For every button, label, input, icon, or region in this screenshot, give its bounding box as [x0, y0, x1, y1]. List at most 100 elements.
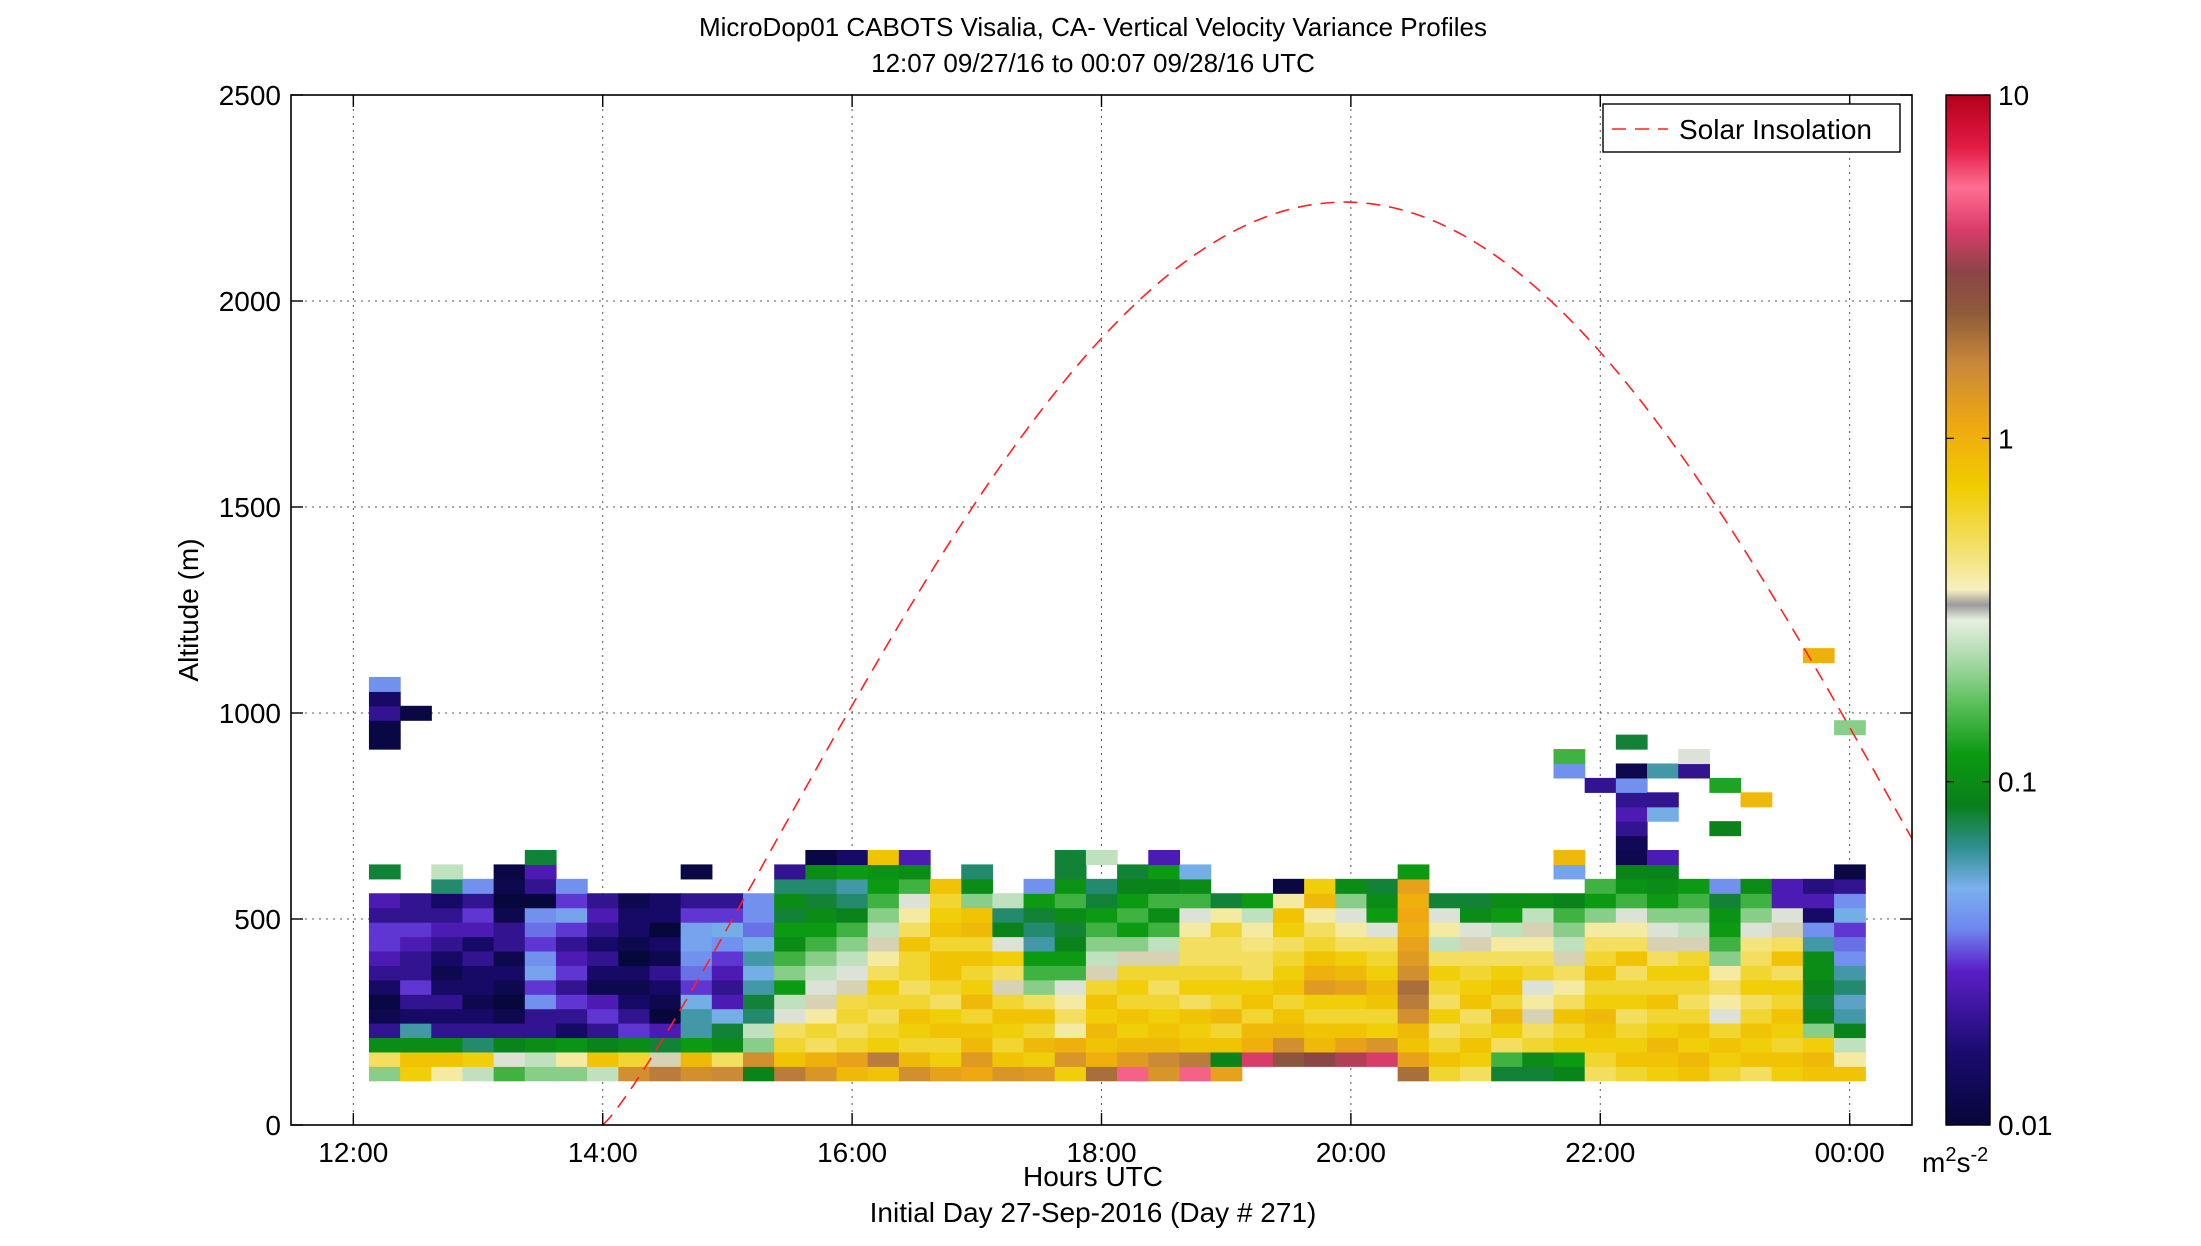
cell-p6-3 — [555, 1023, 588, 1039]
cell-p36-7 — [1491, 965, 1523, 981]
cell-p28-5 — [1241, 979, 1274, 995]
cell-p23-11 — [1085, 907, 1118, 923]
cell-p21-3 — [1023, 1023, 1056, 1039]
cell-p24-5 — [1117, 994, 1149, 1010]
cell-p41-10 — [1647, 922, 1679, 938]
cell-p33-5 — [1397, 994, 1430, 1010]
cell-p36-8 — [1491, 950, 1523, 966]
cell-p19-5 — [961, 994, 993, 1010]
cell-p28-11 — [1241, 893, 1274, 909]
cell-p0-15 — [368, 720, 401, 736]
cell-p20-7 — [992, 965, 1025, 981]
cell-p32-6 — [1366, 965, 1399, 981]
cell-p14-9 — [805, 936, 838, 952]
cell-p12-7 — [743, 965, 775, 981]
cell-p41-17 — [1647, 792, 1679, 808]
cell-p15-5 — [836, 994, 869, 1010]
cell-p14-5 — [805, 994, 838, 1010]
cell-p20-3 — [992, 1023, 1025, 1039]
cell-p22-7 — [1054, 965, 1087, 981]
cell-p29-8 — [1272, 936, 1305, 952]
cell-p0-12 — [368, 893, 401, 909]
cell-p45-8 — [1771, 950, 1804, 966]
cell-p37-5 — [1522, 994, 1555, 1010]
cell-p40-3 — [1615, 1023, 1648, 1039]
cell-p46-1 — [1802, 1051, 1835, 1067]
cell-p24-9 — [1117, 936, 1149, 952]
cell-p21-0 — [1023, 1066, 1056, 1082]
cell-p42-2 — [1678, 1037, 1710, 1053]
cell-p37-10 — [1522, 922, 1555, 938]
cell-p41-15 — [1647, 849, 1679, 866]
cell-p42-10 — [1678, 922, 1710, 938]
cell-p7-11 — [587, 907, 619, 923]
cell-p4-7 — [493, 965, 526, 981]
cell-p26-3 — [1179, 1023, 1212, 1039]
cell-p16-9 — [867, 936, 900, 952]
cell-p17-9 — [898, 936, 931, 952]
cell-p27-2 — [1210, 1037, 1243, 1053]
cell-p0-1 — [368, 1051, 401, 1067]
cell-p22-3 — [1054, 1023, 1087, 1039]
cell-p42-1 — [1678, 1051, 1710, 1067]
cell-p11-10 — [711, 922, 744, 938]
cell-p15-0 — [836, 1066, 869, 1082]
cell-p45-13 — [1771, 878, 1804, 894]
cell-p39-2 — [1584, 1037, 1617, 1053]
cell-p37-12 — [1522, 893, 1555, 909]
cell-p23-1 — [1085, 1051, 1118, 1067]
cell-p22-15 — [1054, 849, 1087, 866]
cell-p11-12 — [711, 893, 744, 909]
cell-p19-10 — [961, 922, 993, 938]
cell-p2-5 — [431, 994, 464, 1010]
cell-p1-11 — [400, 907, 432, 923]
cell-p43-0 — [1709, 1066, 1742, 1082]
cell-p43-1 — [1709, 1051, 1742, 1067]
cell-p25-14 — [1148, 864, 1181, 880]
cell-p6-8 — [555, 950, 588, 966]
cell-p26-13 — [1179, 878, 1212, 894]
cell-p14-7 — [805, 965, 838, 981]
cell-p6-12 — [555, 893, 588, 909]
cell-p43-10 — [1709, 922, 1742, 938]
cell-p9-10 — [649, 922, 682, 938]
cell-p3-13 — [462, 878, 495, 894]
cell-p2-4 — [431, 1008, 464, 1024]
cell-p24-12 — [1117, 893, 1149, 909]
cell-p17-11 — [898, 907, 931, 923]
cell-p5-1 — [524, 1051, 557, 1067]
cell-p45-4 — [1771, 1008, 1804, 1024]
cell-p33-1 — [1397, 1051, 1430, 1067]
cell-p42-3 — [1678, 1023, 1710, 1039]
cell-p37-8 — [1522, 950, 1555, 966]
cell-p42-15 — [1678, 749, 1710, 765]
cell-p28-1 — [1241, 1037, 1274, 1053]
cell-p37-1 — [1522, 1051, 1555, 1067]
cell-p9-11 — [649, 907, 682, 923]
cell-p9-6 — [649, 979, 682, 995]
cell-p12-4 — [743, 1008, 775, 1024]
cell-p7-4 — [587, 1008, 619, 1024]
cell-p16-14 — [867, 864, 900, 880]
cell-p5-9 — [524, 936, 557, 952]
cell-p38-6 — [1553, 979, 1586, 995]
cell-p40-8 — [1615, 950, 1648, 966]
cell-p16-1 — [867, 1051, 900, 1067]
cell-p38-9 — [1553, 936, 1586, 952]
cell-p22-0 — [1054, 1066, 1087, 1082]
cell-p44-3 — [1740, 1023, 1773, 1039]
cell-p8-9 — [618, 936, 651, 952]
x-tick-label-4: 20:00 — [1316, 1137, 1386, 1168]
cell-p29-0 — [1272, 1051, 1305, 1067]
cell-p28-3 — [1241, 1008, 1274, 1024]
cell-p36-6 — [1491, 979, 1523, 995]
cell-p4-8 — [493, 950, 526, 966]
cell-p45-0 — [1771, 1066, 1804, 1082]
cell-p16-12 — [867, 893, 900, 909]
cell-p10-12 — [680, 893, 713, 909]
cell-p34-9 — [1428, 936, 1461, 952]
cell-p19-3 — [961, 1023, 993, 1039]
cell-p15-3 — [836, 1023, 869, 1039]
cell-p27-8 — [1210, 950, 1243, 966]
cell-p3-9 — [462, 936, 495, 952]
